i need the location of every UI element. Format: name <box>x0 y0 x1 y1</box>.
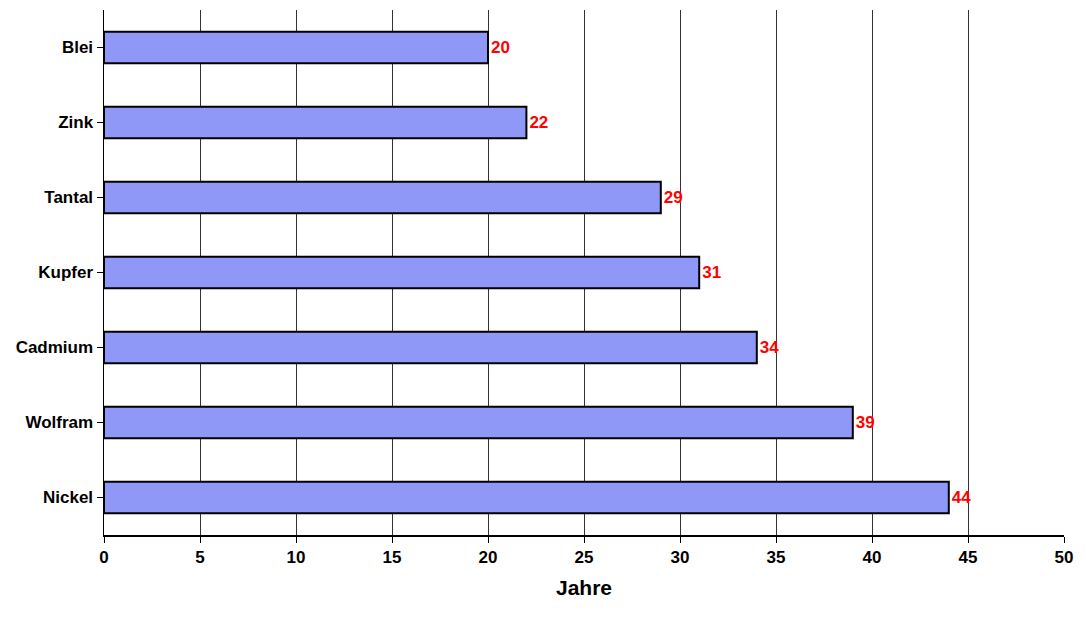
svg-text:Blei: Blei <box>62 38 93 57</box>
svg-text:44: 44 <box>952 488 971 507</box>
svg-text:30: 30 <box>671 548 690 567</box>
svg-text:29: 29 <box>664 188 683 207</box>
svg-text:20: 20 <box>491 38 510 57</box>
svg-text:Jahre: Jahre <box>556 576 612 599</box>
svg-text:0: 0 <box>99 548 108 567</box>
svg-text:22: 22 <box>529 113 548 132</box>
svg-text:50: 50 <box>1055 548 1074 567</box>
svg-text:15: 15 <box>383 548 402 567</box>
svg-text:Cadmium: Cadmium <box>16 338 93 357</box>
svg-text:34: 34 <box>760 338 779 357</box>
svg-text:35: 35 <box>767 548 786 567</box>
svg-text:25: 25 <box>575 548 594 567</box>
svg-text:31: 31 <box>702 263 721 282</box>
svg-text:Wolfram: Wolfram <box>25 413 93 432</box>
svg-text:20: 20 <box>479 548 498 567</box>
svg-text:Kupfer: Kupfer <box>38 263 93 282</box>
svg-text:5: 5 <box>195 548 204 567</box>
svg-text:39: 39 <box>856 413 875 432</box>
svg-text:10: 10 <box>287 548 306 567</box>
svg-text:Tantal: Tantal <box>44 188 93 207</box>
svg-text:Zink: Zink <box>58 113 93 132</box>
svg-text:Nickel: Nickel <box>43 488 93 507</box>
svg-text:40: 40 <box>863 548 882 567</box>
svg-text:45: 45 <box>959 548 978 567</box>
